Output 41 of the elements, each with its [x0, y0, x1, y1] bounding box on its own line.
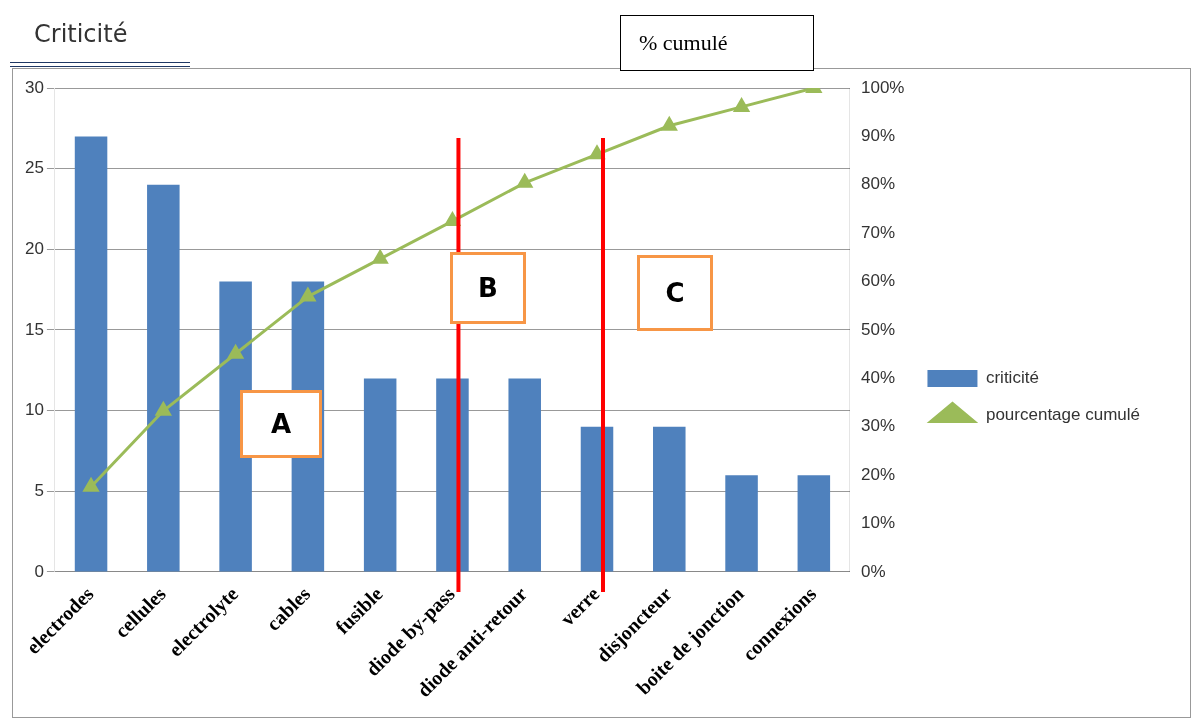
point [661, 117, 677, 131]
annotation: C [637, 255, 713, 331]
y-tick-label: 20 [24, 239, 44, 259]
y2-tick-label: 50% [860, 319, 896, 339]
y2-tick-label: 10% [860, 513, 896, 533]
y2-tick-label: 80% [860, 174, 896, 194]
point [517, 174, 533, 188]
chart-title: Criticité [34, 20, 128, 48]
y2-tick-label: 70% [860, 222, 896, 242]
y2-tick-label: 100% [860, 77, 905, 97]
y2-tick-label: 90% [860, 126, 896, 146]
y2-axis-title: % cumulé [620, 15, 814, 71]
bar [797, 475, 831, 572]
bar [653, 426, 686, 572]
y2-tick-label: 0% [860, 561, 886, 581]
y-tick-label: 25 [24, 158, 44, 178]
legend-label: pourcentage cumulé [985, 405, 1140, 425]
point [83, 478, 99, 492]
y-tick-label: 30 [24, 77, 44, 97]
y-tick-label: 10 [24, 400, 44, 420]
point [155, 402, 171, 416]
y2-tick-label: 20% [860, 464, 896, 484]
point [228, 345, 244, 359]
annotation: B [450, 252, 526, 324]
bar [74, 136, 108, 572]
legend-label: criticité [985, 368, 1039, 388]
y2-tick-label: 60% [860, 271, 896, 291]
bar [147, 184, 180, 572]
y-tick-label: 0 [34, 561, 44, 581]
bar [508, 378, 541, 572]
point [733, 98, 750, 112]
point [372, 250, 388, 264]
y-tick-label: 15 [24, 319, 44, 339]
point [300, 288, 316, 302]
annotation: A [240, 390, 322, 458]
bar [725, 475, 758, 572]
y2-tick-label: 30% [860, 416, 896, 436]
x-tick-label: verre [556, 582, 604, 630]
y-tick-label: 5 [34, 481, 44, 501]
y2-tick-label: 40% [860, 368, 896, 388]
bar [363, 378, 397, 572]
